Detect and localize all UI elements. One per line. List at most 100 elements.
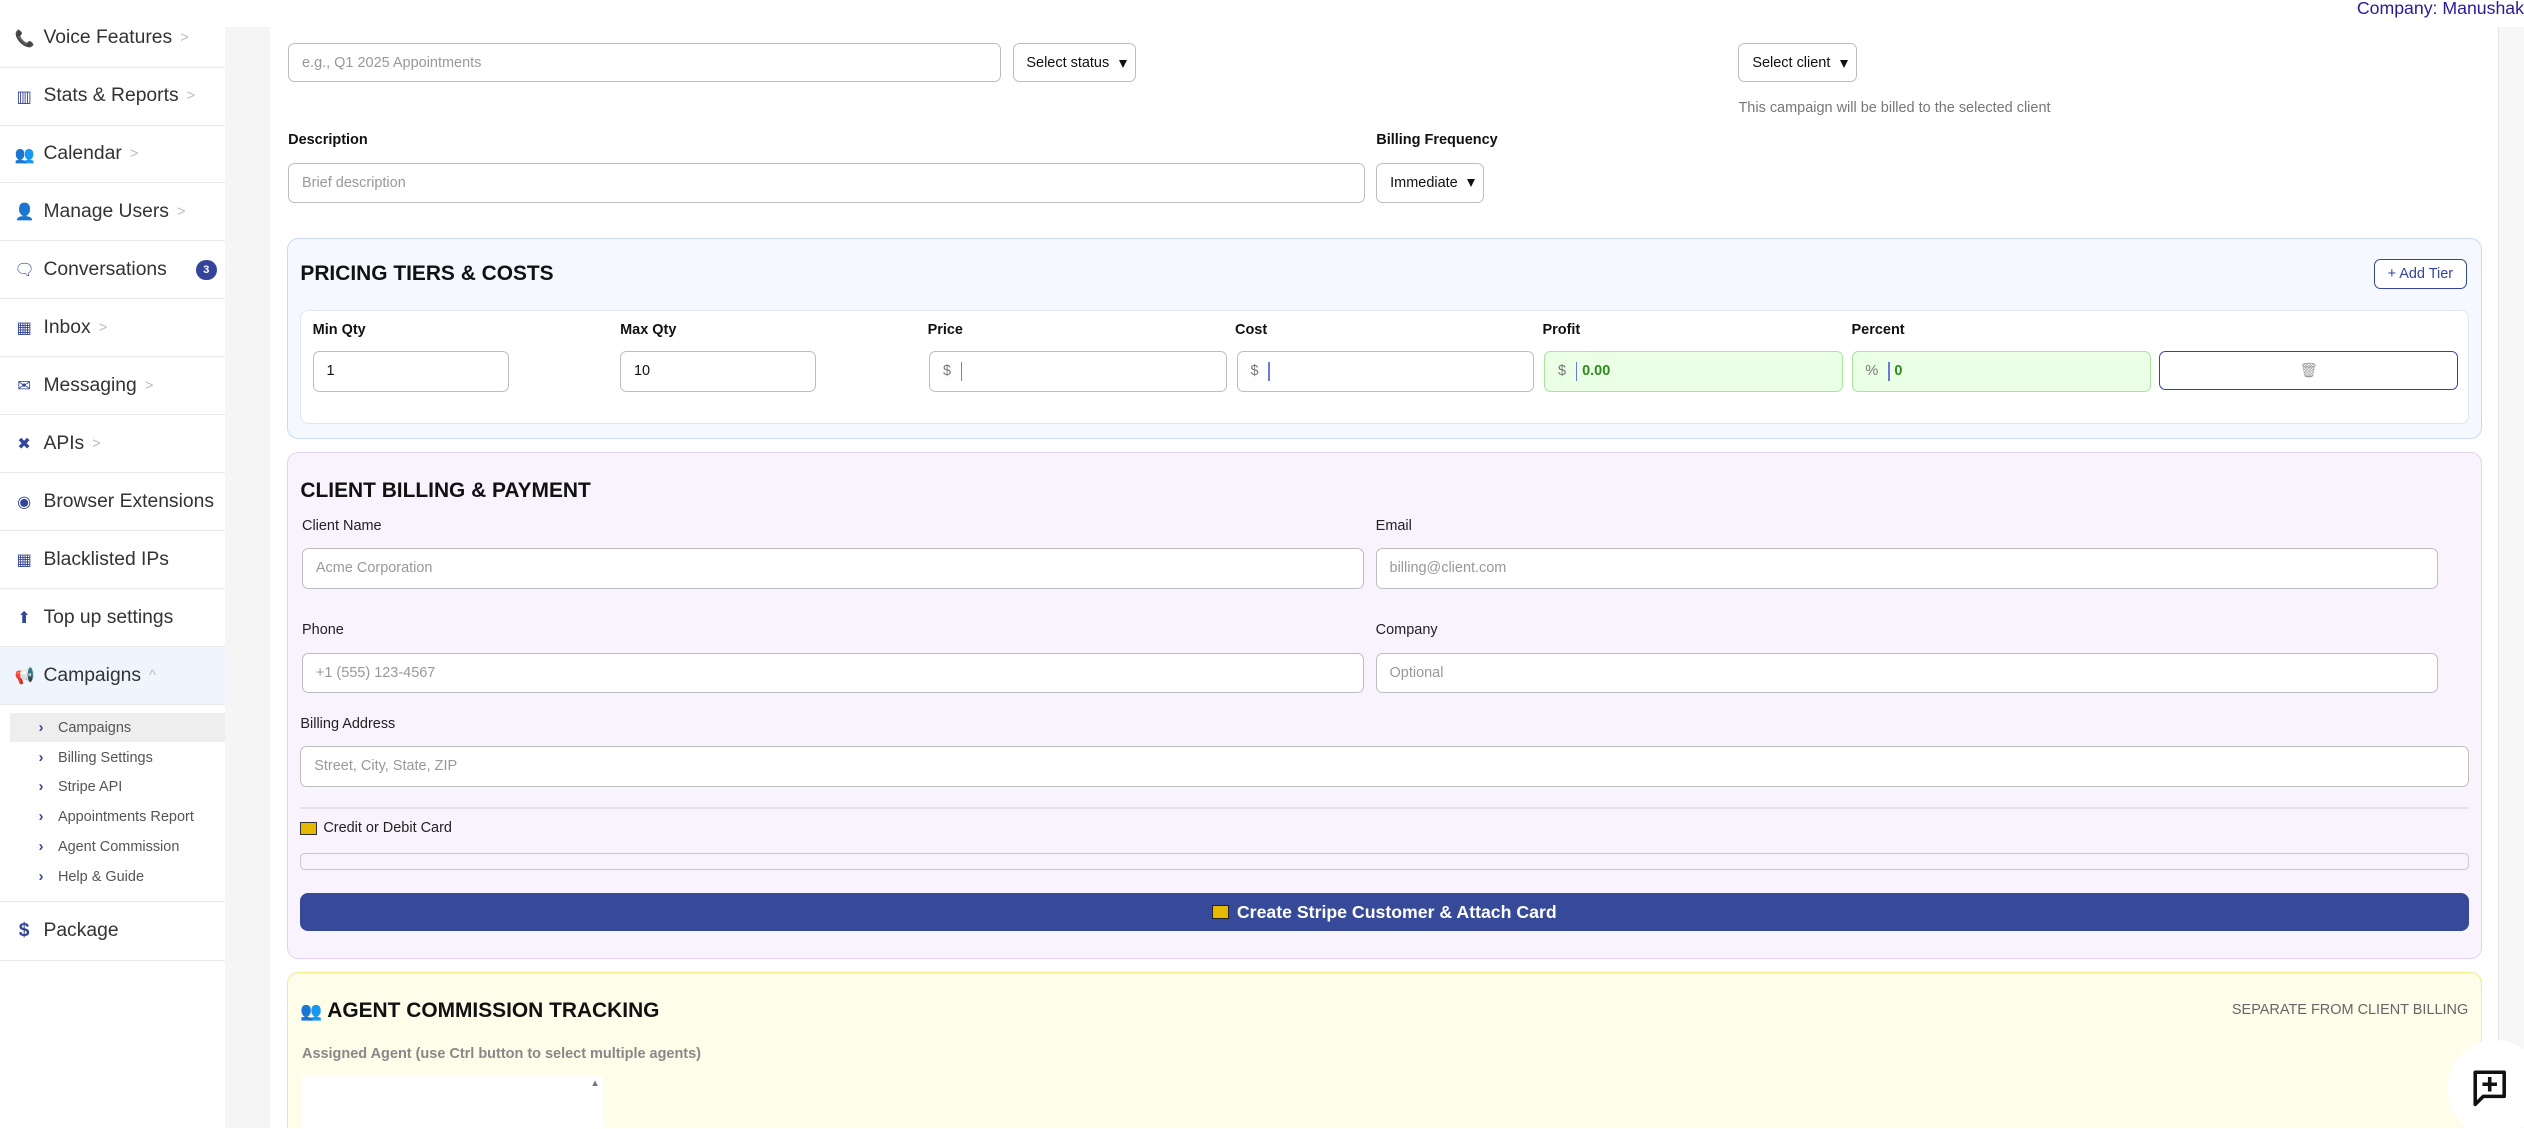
sidebar-item-blacklisted-ips[interactable]: ▦ Blacklisted IPs [0,531,226,590]
sidebar-item-label: Conversations [43,258,167,280]
dropdown-arrow-icon [1840,59,1849,68]
client-select[interactable]: Select client [1738,43,1858,83]
sidebar-item-label: APIs [43,432,85,454]
sidebar-item-messaging[interactable]: ✉ Messaging > [0,357,226,416]
company-name: Company: Manushak [2356,0,2524,19]
submenu-item[interactable]: › Stripe API [10,773,226,802]
sidebar-item-browser-extensions[interactable]: ◉ Browser Extensions [0,473,226,532]
submenu-item[interactable]: › Appointments Report [10,803,226,832]
client-help-text: This campaign will be billed to the sele… [1738,99,2051,116]
sidebar-item-apis[interactable]: ✖ APIs > [0,415,226,474]
dollar-icon: $ [18,920,30,942]
create-stripe-customer-button[interactable]: Create Stripe Customer & Attach Card [300,892,2469,932]
chevron-right-icon: › [38,779,44,796]
client-name-input[interactable]: Acme Corporation [302,548,1365,589]
sidebar-item-calendar[interactable]: 👥 Calendar > [0,126,226,184]
campaign-name-placeholder: e.g., Q1 2025 Appointments [302,54,482,71]
phone-icon: 📞 [14,28,35,48]
pricing-title: PRICING TIERS & COSTS [300,261,554,285]
billing-address-label: Billing Address [300,715,396,732]
submenu-item[interactable]: › Billing Settings [10,743,226,772]
chevron-right-icon: > [177,203,186,220]
email-input[interactable]: billing@client.com [1375,548,2439,589]
submenu-item[interactable]: › Campaigns [9,713,226,743]
phone-input[interactable]: +1 (555) 123-4567 [302,652,1365,694]
tier-row: Min Qty Max Qty Price Cost Profit Percen… [300,310,2469,425]
gutter [225,27,271,1129]
submenu-label: Stripe API [57,779,123,796]
chevron-right-icon: > [186,88,196,105]
chevron-right-icon: > [98,319,108,336]
sidebar-item-stats-reports[interactable]: ▥ Stats & Reports > [0,68,226,126]
description-input[interactable]: Brief description [288,162,1365,203]
billing-frequency-value: Immediate [1390,174,1458,191]
chevron-right-icon: > [144,377,154,394]
submenu-label: Agent Commission [57,839,180,856]
users-icon: 👥 [14,144,35,164]
submenu-item[interactable]: › Agent Commission [10,833,226,862]
percent-prefix: % [1865,363,1879,380]
chevron-right-icon: › [38,719,44,736]
billing-address-input[interactable]: Street, City, State, ZIP [300,746,2469,787]
card-element-input[interactable] [300,852,2469,871]
sidebar-item-manage-users[interactable]: 👤 Manage Users > [0,184,226,242]
sidebar-item-conversations[interactable]: 🗨 Conversations 3 [0,241,226,300]
client-billing-section: CLIENT BILLING & PAYMENT Client Name Acm… [286,452,2483,960]
client-name-label: Client Name [302,517,382,534]
sidebar-item-label: Calendar [43,143,122,165]
agent-multiselect[interactable]: ▲ [302,1074,603,1129]
submenu-item[interactable]: › Help & Guide [10,863,226,892]
chrome-icon: ◉ [17,492,32,512]
percent-label: Percent [1851,322,1905,339]
assigned-agent-label: Assigned Agent (use Ctrl button to selec… [302,1045,701,1062]
submit-label: Create Stripe Customer & Attach Card [1236,901,1557,922]
profit-output: $0.00 [1544,351,1844,392]
megaphone-icon: 📢 [14,666,35,686]
chevron-right-icon: › [38,869,44,886]
delete-tier-button[interactable]: 🗑 [2158,351,2459,390]
sidebar-item-top-up-settings[interactable]: ⬆ Top up settings [0,589,226,648]
dollar-prefix: $ [943,363,952,380]
new-chat-button[interactable] [2446,1039,2524,1129]
billing-frequency-select[interactable]: Immediate [1376,162,1485,203]
max-qty-input[interactable]: 10 [620,351,817,392]
sidebar-item-inbox[interactable]: ▦ Inbox > [0,299,226,358]
page-scrollbar[interactable] [2498,27,2524,1129]
dollar-prefix: $ [1557,363,1566,380]
add-tier-button[interactable]: + Add Tier [2373,258,2468,290]
sidebar-item-label: Voice Features [43,27,173,49]
chat-icon: 🗨 [14,260,35,280]
unread-badge: 3 [195,260,217,280]
sidebar-item-label: Package [43,920,119,942]
credit-card-icon [300,821,317,835]
client-name-placeholder: Acme Corporation [315,560,433,577]
sidebar-item-label: Inbox [43,316,91,338]
scroll-up-arrow-icon[interactable]: ▲ [590,1077,600,1089]
dropdown-arrow-icon [1118,59,1127,68]
sidebar-item-label: Blacklisted IPs [43,548,169,570]
sidebar-item-package[interactable]: $ Package [0,901,226,961]
company-input[interactable]: Optional [1375,652,2439,694]
company-placeholder: Optional [1389,665,1444,682]
status-select[interactable]: Select status [1012,43,1136,83]
cost-input[interactable]: $ [1236,351,1535,392]
price-input[interactable]: $ [929,351,1227,392]
chevron-up-icon: ^ [149,667,156,684]
min-qty-label: Min Qty [312,322,366,339]
campaign-name-input[interactable]: e.g., Q1 2025 Appointments [288,43,1002,83]
expand-icon: ✖ [17,434,31,454]
sidebar-item-voice-features[interactable]: 📞 Voice Features > [0,10,226,68]
min-qty-input[interactable]: 1 [312,351,510,392]
sidebar-item-label: Stats & Reports [43,85,179,107]
card-label-text: Credit or Debit Card [323,820,452,837]
phone-label: Phone [302,622,344,639]
agent-title-text: AGENT COMMISSION TRACKING [327,999,660,1022]
sidebar-item-label: Campaigns [43,664,142,686]
bar-chart-icon: ▥ [16,86,32,106]
client-select-value: Select client [1752,54,1831,71]
submenu-label: Campaigns [57,719,132,736]
chevron-right-icon: › [38,749,44,766]
sidebar-item-campaigns[interactable]: 📢 Campaigns ^ [0,647,226,706]
billing-title: CLIENT BILLING & PAYMENT [300,479,591,503]
sidebar-item-label: Browser Extensions [43,490,214,512]
